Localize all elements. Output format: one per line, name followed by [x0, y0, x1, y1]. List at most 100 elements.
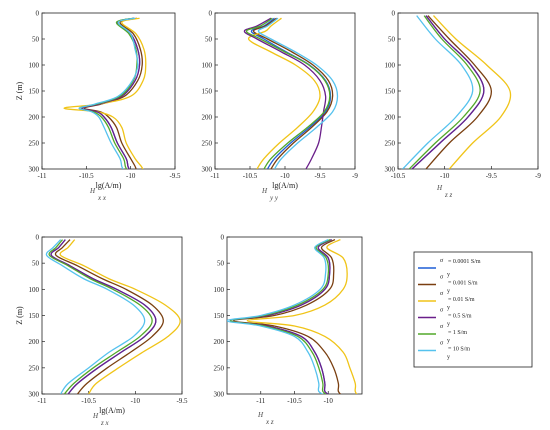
- component-subscript: y y: [269, 194, 279, 202]
- legend-subscript: y: [447, 355, 450, 361]
- legend-subscript: y: [447, 272, 450, 278]
- plot-frame: [41, 12, 176, 170]
- y-tick-label: 150: [202, 88, 213, 96]
- y-tick-label: 250: [29, 364, 40, 372]
- y-tick-label: 250: [29, 140, 40, 148]
- chart-panel: 0 50 100 150 200 250 300-11 -10.5 -10 -9.5 lg(A/m)…: [15, 234, 188, 428]
- x-tick-label: -9: [535, 172, 541, 180]
- y-axis-label: Z (m): [15, 306, 24, 325]
- series-line: [233, 239, 342, 394]
- y-tick-label: 300: [385, 166, 396, 174]
- x-tick-label: -10: [131, 397, 141, 405]
- y-tick-label: 150: [29, 312, 40, 320]
- y-tick-label: 200: [29, 114, 40, 122]
- legend-subscript: y: [447, 322, 450, 328]
- series-line: [229, 239, 331, 394]
- series-line: [78, 17, 139, 169]
- series-group: [402, 15, 512, 169]
- series-line: [59, 239, 181, 394]
- series-line: [50, 239, 157, 394]
- component-subscript: x x: [97, 194, 107, 202]
- y-tick-label: 100: [385, 62, 396, 70]
- series-line: [247, 17, 321, 169]
- y-tick-label: 50: [32, 260, 40, 268]
- chart-panel: 0 50 100 150 200 250 300-11 -10.5 -10 -9.5 lg(A/m)…: [15, 10, 181, 203]
- y-tick-label: 300: [202, 166, 213, 174]
- x-tick-label: -10.5: [81, 397, 96, 405]
- y-tick-label: 200: [214, 338, 225, 346]
- x-axis-label: lg(A/m): [96, 181, 122, 190]
- y-tick-label: 0: [36, 234, 40, 242]
- x-tick-label: -9.5: [176, 397, 188, 405]
- component-subscript: z x: [100, 419, 109, 427]
- series-group: [63, 17, 147, 169]
- y-tick-label: 300: [214, 391, 225, 399]
- legend-entry: σy= 0.5 S/m: [418, 308, 472, 328]
- y-tick-label: 0: [209, 10, 213, 18]
- series-line: [243, 17, 327, 169]
- y-tick-label: 250: [202, 140, 213, 148]
- legend-label: = 0.01 S/m: [448, 297, 475, 303]
- series-line: [425, 15, 492, 169]
- y-tick-label: 200: [29, 338, 40, 346]
- y-tick-label: 50: [388, 36, 396, 44]
- y-tick-label: 300: [29, 166, 40, 174]
- y-tick-label: 0: [221, 234, 225, 242]
- series-line: [245, 17, 331, 169]
- y-tick-label: 100: [29, 62, 40, 70]
- x-tick-label: -9.5: [486, 172, 498, 180]
- y-tick-label: 250: [214, 364, 225, 372]
- plot-frame: [397, 12, 539, 170]
- x-tick-label: -10: [280, 172, 290, 180]
- x-tick-label: -11: [210, 172, 220, 180]
- series-line: [408, 15, 481, 169]
- legend-subscript: y: [447, 338, 450, 344]
- legend-entry: σy= 10 S/m: [418, 341, 470, 361]
- y-tick-label: 150: [214, 312, 225, 320]
- legend-entry: σy= 1 S/m: [418, 324, 467, 344]
- legend-sigma: σ: [440, 341, 444, 347]
- legend-label: = 0.001 S/m: [448, 281, 478, 287]
- series-line: [81, 17, 141, 169]
- y-tick-label: 200: [202, 114, 213, 122]
- y-tick-label: 250: [385, 140, 396, 148]
- series-group: [227, 239, 358, 394]
- legend-label: = 10 S/m: [448, 347, 470, 353]
- y-axis-label: Z (m): [15, 81, 24, 100]
- component-label: H: [436, 184, 443, 192]
- x-axis-label: lg(A/m): [272, 181, 298, 190]
- y-tick-label: 50: [217, 260, 225, 268]
- x-tick-label: -11: [37, 172, 47, 180]
- legend-label: = 0.0001 S/m: [448, 259, 481, 265]
- y-tick-label: 150: [29, 88, 40, 96]
- legend-frame: [413, 251, 533, 368]
- y-tick-label: 300: [29, 391, 40, 399]
- legend-sigma: σ: [440, 324, 444, 330]
- x-tick-label: -10: [440, 172, 450, 180]
- chart-panel: 0 50 100 150 200 250 300-10.5 -10 -9.5 -9 Hz z: [385, 10, 542, 200]
- series-line: [402, 15, 474, 169]
- series-line: [246, 239, 358, 394]
- series-line: [81, 17, 141, 169]
- y-tick-label: 50: [205, 36, 213, 44]
- y-tick-label: 100: [202, 62, 213, 70]
- x-tick-label: -9.5: [169, 172, 181, 180]
- component-label: H: [92, 412, 99, 420]
- x-tick-label: -9.5: [314, 172, 326, 180]
- legend-subscript: y: [447, 305, 450, 311]
- x-tick-label: -10.5: [79, 172, 94, 180]
- legend-subscript: y: [447, 289, 450, 295]
- series-line: [257, 17, 339, 169]
- legend-label: = 0.5 S/m: [448, 314, 472, 320]
- chart-panel: 0 50 100 150 200 250 300-11 -10.5 -10 -9.5 -9 lg(A/…: [202, 10, 359, 203]
- component-subscript: x z: [265, 418, 274, 426]
- y-tick-label: 200: [385, 114, 396, 122]
- x-tick-label: -11: [37, 397, 47, 405]
- series-line: [48, 239, 153, 394]
- series-group: [45, 239, 181, 394]
- y-tick-label: 0: [36, 10, 40, 18]
- legend-entry: σy= 0.01 S/m: [418, 291, 475, 311]
- component-subscript: z z: [444, 191, 452, 199]
- y-tick-label: 50: [32, 36, 40, 44]
- x-tick-label: -11: [256, 397, 266, 405]
